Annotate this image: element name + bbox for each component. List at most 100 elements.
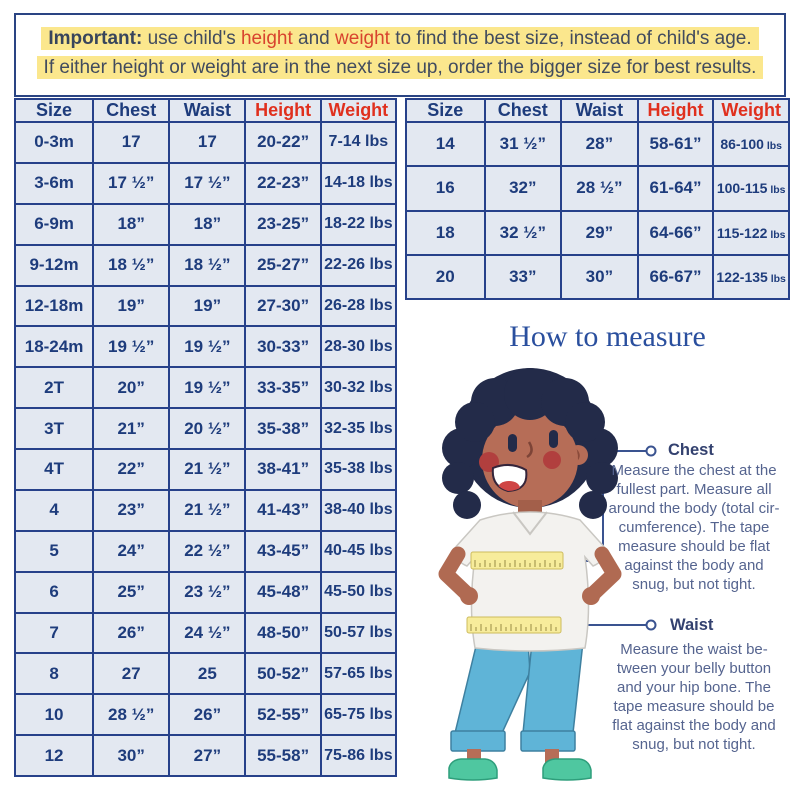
table-row: 18 32 ½” 29” 64-66” 115-122 lbs <box>405 209 790 256</box>
cell-weight: 32-35 lbs <box>319 407 398 450</box>
cell-height: 58-61” <box>636 120 715 168</box>
cell-chest: 28 ½” <box>92 693 171 737</box>
table-row: 4T 22” 21 ½” 38-41” 35-38 lbs <box>13 448 398 491</box>
table-row: 9-12m 18 ½” 18 ½” 25-27” 22-26 lbs <box>13 243 398 287</box>
cell-size: 6 <box>13 570 95 614</box>
cell-height: 55-58” <box>244 734 322 777</box>
cell-waist: 22 ½” <box>168 529 247 573</box>
banner-line-1: Important: use child's height and weight… <box>16 26 784 52</box>
cell-chest: 32” <box>483 165 563 212</box>
table-row: 5 24” 22 ½” 43-45” 40-45 lbs <box>13 529 398 573</box>
table-row: 2T 20” 19 ½” 33-35” 30-32 lbs <box>13 366 398 410</box>
chest-instructions: Measure the chest at the fullest part. M… <box>608 462 780 593</box>
measuring-tape-chest <box>470 551 564 570</box>
cell-size: 6-9m <box>13 202 95 246</box>
table-row: 6-9m 18” 18” 23-25” 18-22 lbs <box>13 202 398 246</box>
header-height: Height <box>244 98 322 123</box>
header-waist: Waist <box>168 98 247 123</box>
cell-size: 18-24m <box>13 325 95 369</box>
cell-chest: 27 <box>92 652 171 696</box>
cell-waist: 17 ½” <box>168 161 247 205</box>
cell-size: 0-3m <box>13 121 95 164</box>
cell-size: 4 <box>13 488 95 532</box>
cell-weight: 50-57 lbs <box>319 611 398 655</box>
cell-height: 35-38” <box>244 407 322 450</box>
cell-height: 50-52” <box>244 652 322 696</box>
header-size: Size <box>13 98 95 123</box>
chest-label: Chest <box>668 441 714 459</box>
table-row: 14 31 ½” 28” 58-61” 86-100 lbs <box>405 120 790 168</box>
cell-height: 41-43” <box>244 488 322 532</box>
waist-instructions: Measure the waist be- tween your belly b… <box>612 641 776 753</box>
cell-chest: 33” <box>483 253 563 301</box>
cell-weight: 30-32 lbs <box>319 366 398 410</box>
cell-height: 43-45” <box>244 529 322 573</box>
header-height: Height <box>636 98 715 123</box>
cell-waist: 26” <box>168 693 247 737</box>
table-row: 8 27 25 50-52” 57-65 lbs <box>13 652 398 696</box>
cell-waist: 18” <box>168 202 247 246</box>
banner-important-word: Important: <box>48 28 143 49</box>
cell-weight: 75-86 lbs <box>319 734 398 777</box>
cell-weight: 122-135 lbs <box>712 253 790 301</box>
child-collar <box>512 511 548 536</box>
cell-chest: 26” <box>92 611 171 655</box>
cell-chest: 22” <box>92 448 171 491</box>
child-cuffs <box>450 730 576 752</box>
header-weight: Weight <box>319 98 398 123</box>
header-size: Size <box>405 98 486 123</box>
header-row: Size Chest Waist Height Weight <box>405 98 790 123</box>
cell-chest: 18 ½” <box>92 243 171 287</box>
cell-weight: 40-45 lbs <box>319 529 398 573</box>
cell-waist: 19” <box>168 284 247 328</box>
cell-height: 27-30” <box>244 284 322 328</box>
cell-weight: 65-75 lbs <box>319 693 398 737</box>
table-row: 4 23” 21 ½” 41-43” 38-40 lbs <box>13 488 398 532</box>
cell-height: 30-33” <box>244 325 322 369</box>
cell-height: 48-50” <box>244 611 322 655</box>
cell-weight: 35-38 lbs <box>319 448 398 491</box>
cell-waist: 19 ½” <box>168 366 247 410</box>
cell-weight: 57-65 lbs <box>319 652 398 696</box>
table-row: 3-6m 17 ½” 17 ½” 22-23” 14-18 lbs <box>13 161 398 205</box>
cell-height: 20-22” <box>244 121 322 164</box>
child-mouth <box>491 464 528 493</box>
header-weight: Weight <box>712 98 790 123</box>
cell-chest: 23” <box>92 488 171 532</box>
child-pants <box>454 641 584 734</box>
header-chest: Chest <box>92 98 171 123</box>
chest-connector-dot <box>645 445 657 457</box>
table-row: 10 28 ½” 26” 52-55” 65-75 lbs <box>13 693 398 737</box>
cell-height: 64-66” <box>636 209 715 256</box>
table-row: 3T 21” 20 ½” 35-38” 32-35 lbs <box>13 407 398 450</box>
cell-waist: 29” <box>560 209 639 256</box>
child-illustration <box>438 368 657 781</box>
how-to-measure-title: How to measure <box>509 320 706 353</box>
cell-waist: 21 ½” <box>168 448 247 491</box>
cell-size: 14 <box>405 120 486 168</box>
cell-chest: 17 ½” <box>92 161 171 205</box>
table-row: 7 26” 24 ½” 48-50” 50-57 lbs <box>13 611 398 655</box>
cell-waist: 20 ½” <box>168 407 247 450</box>
cell-waist: 24 ½” <box>168 611 247 655</box>
header-row: Size Chest Waist Height Weight <box>13 98 398 123</box>
cell-size: 5 <box>13 529 95 573</box>
table-row: 18-24m 19 ½” 19 ½” 30-33” 28-30 lbs <box>13 325 398 369</box>
cell-waist: 18 ½” <box>168 243 247 287</box>
cell-height: 66-67” <box>636 253 715 301</box>
table-row: 16 32” 28 ½” 61-64” 100-115 lbs <box>405 165 790 212</box>
cell-chest: 30” <box>92 734 171 777</box>
cell-waist: 30” <box>560 253 639 301</box>
cell-size: 12 <box>13 734 95 777</box>
cell-size: 2T <box>13 366 95 410</box>
table-row: 20 33” 30” 66-67” 122-135 lbs <box>405 253 790 301</box>
cell-weight: 26-28 lbs <box>319 284 398 328</box>
child-fist-right <box>582 587 600 605</box>
cell-waist: 28” <box>560 120 639 168</box>
cell-height: 61-64” <box>636 165 715 212</box>
cell-size: 20 <box>405 253 486 301</box>
cell-weight: 14-18 lbs <box>319 161 398 205</box>
header-waist: Waist <box>560 98 639 123</box>
banner-weight-word: weight <box>335 28 390 49</box>
